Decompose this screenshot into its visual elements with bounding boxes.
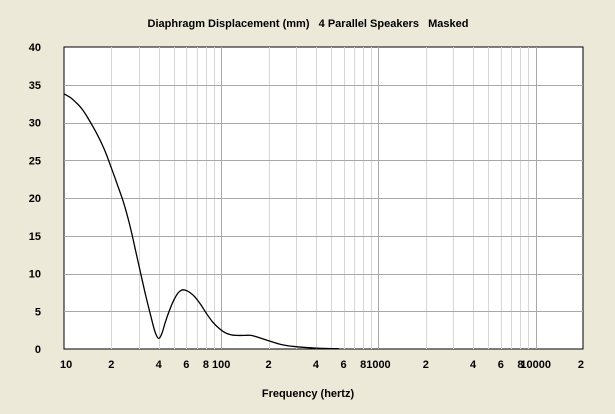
x-tick-label: 6 [341, 359, 347, 371]
chart-title: Diaphragm Displacement (mm) 4 Parallel S… [148, 18, 469, 30]
x-tick-label: 2 [423, 359, 429, 371]
x-tick-label: 100 [212, 359, 230, 371]
grid [64, 47, 583, 349]
y-tick-label: 5 [35, 306, 41, 318]
x-tick-label: 8 [517, 359, 523, 371]
x-tick-label: 2 [265, 359, 271, 371]
x-tick-label: 1000 [366, 359, 390, 371]
y-tick-label: 20 [29, 193, 41, 205]
y-axis: 0 5 10 15 20 25 30 35 40 [29, 42, 41, 356]
y-tick-label: 15 [29, 231, 41, 243]
x-tick-label: 10000 [520, 359, 551, 371]
x-tick-label: 2 [108, 359, 114, 371]
y-tick-label: 25 [29, 155, 41, 167]
y-tick-label: 35 [29, 80, 41, 92]
x-tick-label: 8 [203, 359, 209, 371]
x-tick-label: 6 [183, 359, 189, 371]
x-axis-label: Frequency (hertz) [262, 388, 355, 400]
y-tick-label: 40 [29, 42, 41, 54]
x-tick-label: 8 [360, 359, 366, 371]
x-tick-label: 2 [578, 359, 584, 371]
x-tick-label: 4 [313, 359, 320, 371]
x-tick-label: 4 [470, 359, 477, 371]
y-tick-label: 30 [29, 118, 41, 130]
y-tick-label: 0 [35, 344, 41, 356]
y-tick-label: 10 [29, 269, 41, 281]
x-tick-label: 10 [60, 359, 72, 371]
x-tick-label: 6 [498, 359, 504, 371]
series-line [63, 93, 339, 350]
x-tick-label: 4 [156, 359, 163, 371]
